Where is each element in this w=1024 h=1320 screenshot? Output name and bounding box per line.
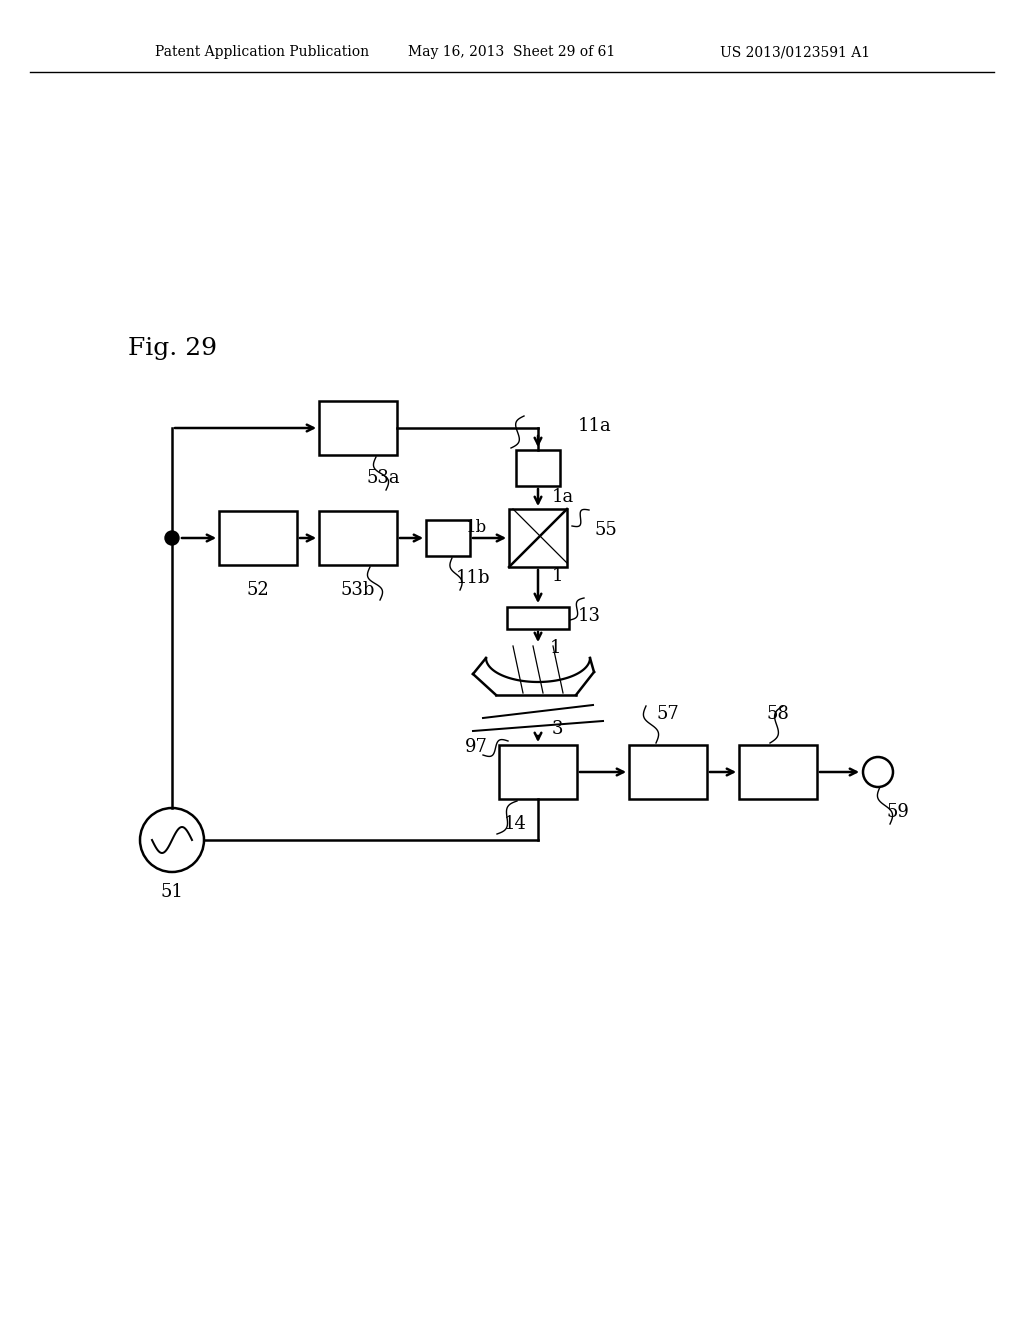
Bar — [509, 510, 567, 568]
Text: 13: 13 — [578, 607, 601, 624]
Text: 52: 52 — [247, 581, 269, 599]
Text: 1: 1 — [552, 568, 563, 585]
Text: 53a: 53a — [366, 469, 399, 487]
Circle shape — [140, 808, 204, 873]
Bar — [507, 607, 569, 630]
Text: 1b: 1b — [466, 520, 487, 536]
Bar — [516, 450, 560, 486]
Text: 97: 97 — [465, 738, 487, 756]
Text: 55: 55 — [595, 521, 617, 539]
Text: 3: 3 — [552, 719, 563, 738]
Text: 51: 51 — [161, 883, 183, 902]
Bar — [499, 744, 577, 799]
Text: May 16, 2013  Sheet 29 of 61: May 16, 2013 Sheet 29 of 61 — [409, 45, 615, 59]
Text: 58: 58 — [767, 705, 790, 723]
Circle shape — [165, 531, 179, 545]
Text: US 2013/0123591 A1: US 2013/0123591 A1 — [720, 45, 870, 59]
Text: 11a: 11a — [578, 417, 611, 436]
Text: 1: 1 — [550, 639, 561, 657]
Circle shape — [863, 756, 893, 787]
Text: 53b: 53b — [341, 581, 375, 599]
Text: 1a: 1a — [552, 488, 574, 506]
Text: 57: 57 — [656, 705, 679, 723]
Text: Patent Application Publication: Patent Application Publication — [155, 45, 369, 59]
Text: Fig. 29: Fig. 29 — [128, 337, 217, 359]
Bar — [219, 511, 297, 565]
Bar — [319, 511, 397, 565]
Bar — [319, 401, 397, 455]
Bar — [739, 744, 817, 799]
Text: 14: 14 — [504, 814, 527, 833]
Bar — [629, 744, 707, 799]
Text: 11b: 11b — [456, 569, 490, 587]
Bar — [426, 520, 470, 556]
Text: 59: 59 — [886, 803, 909, 821]
